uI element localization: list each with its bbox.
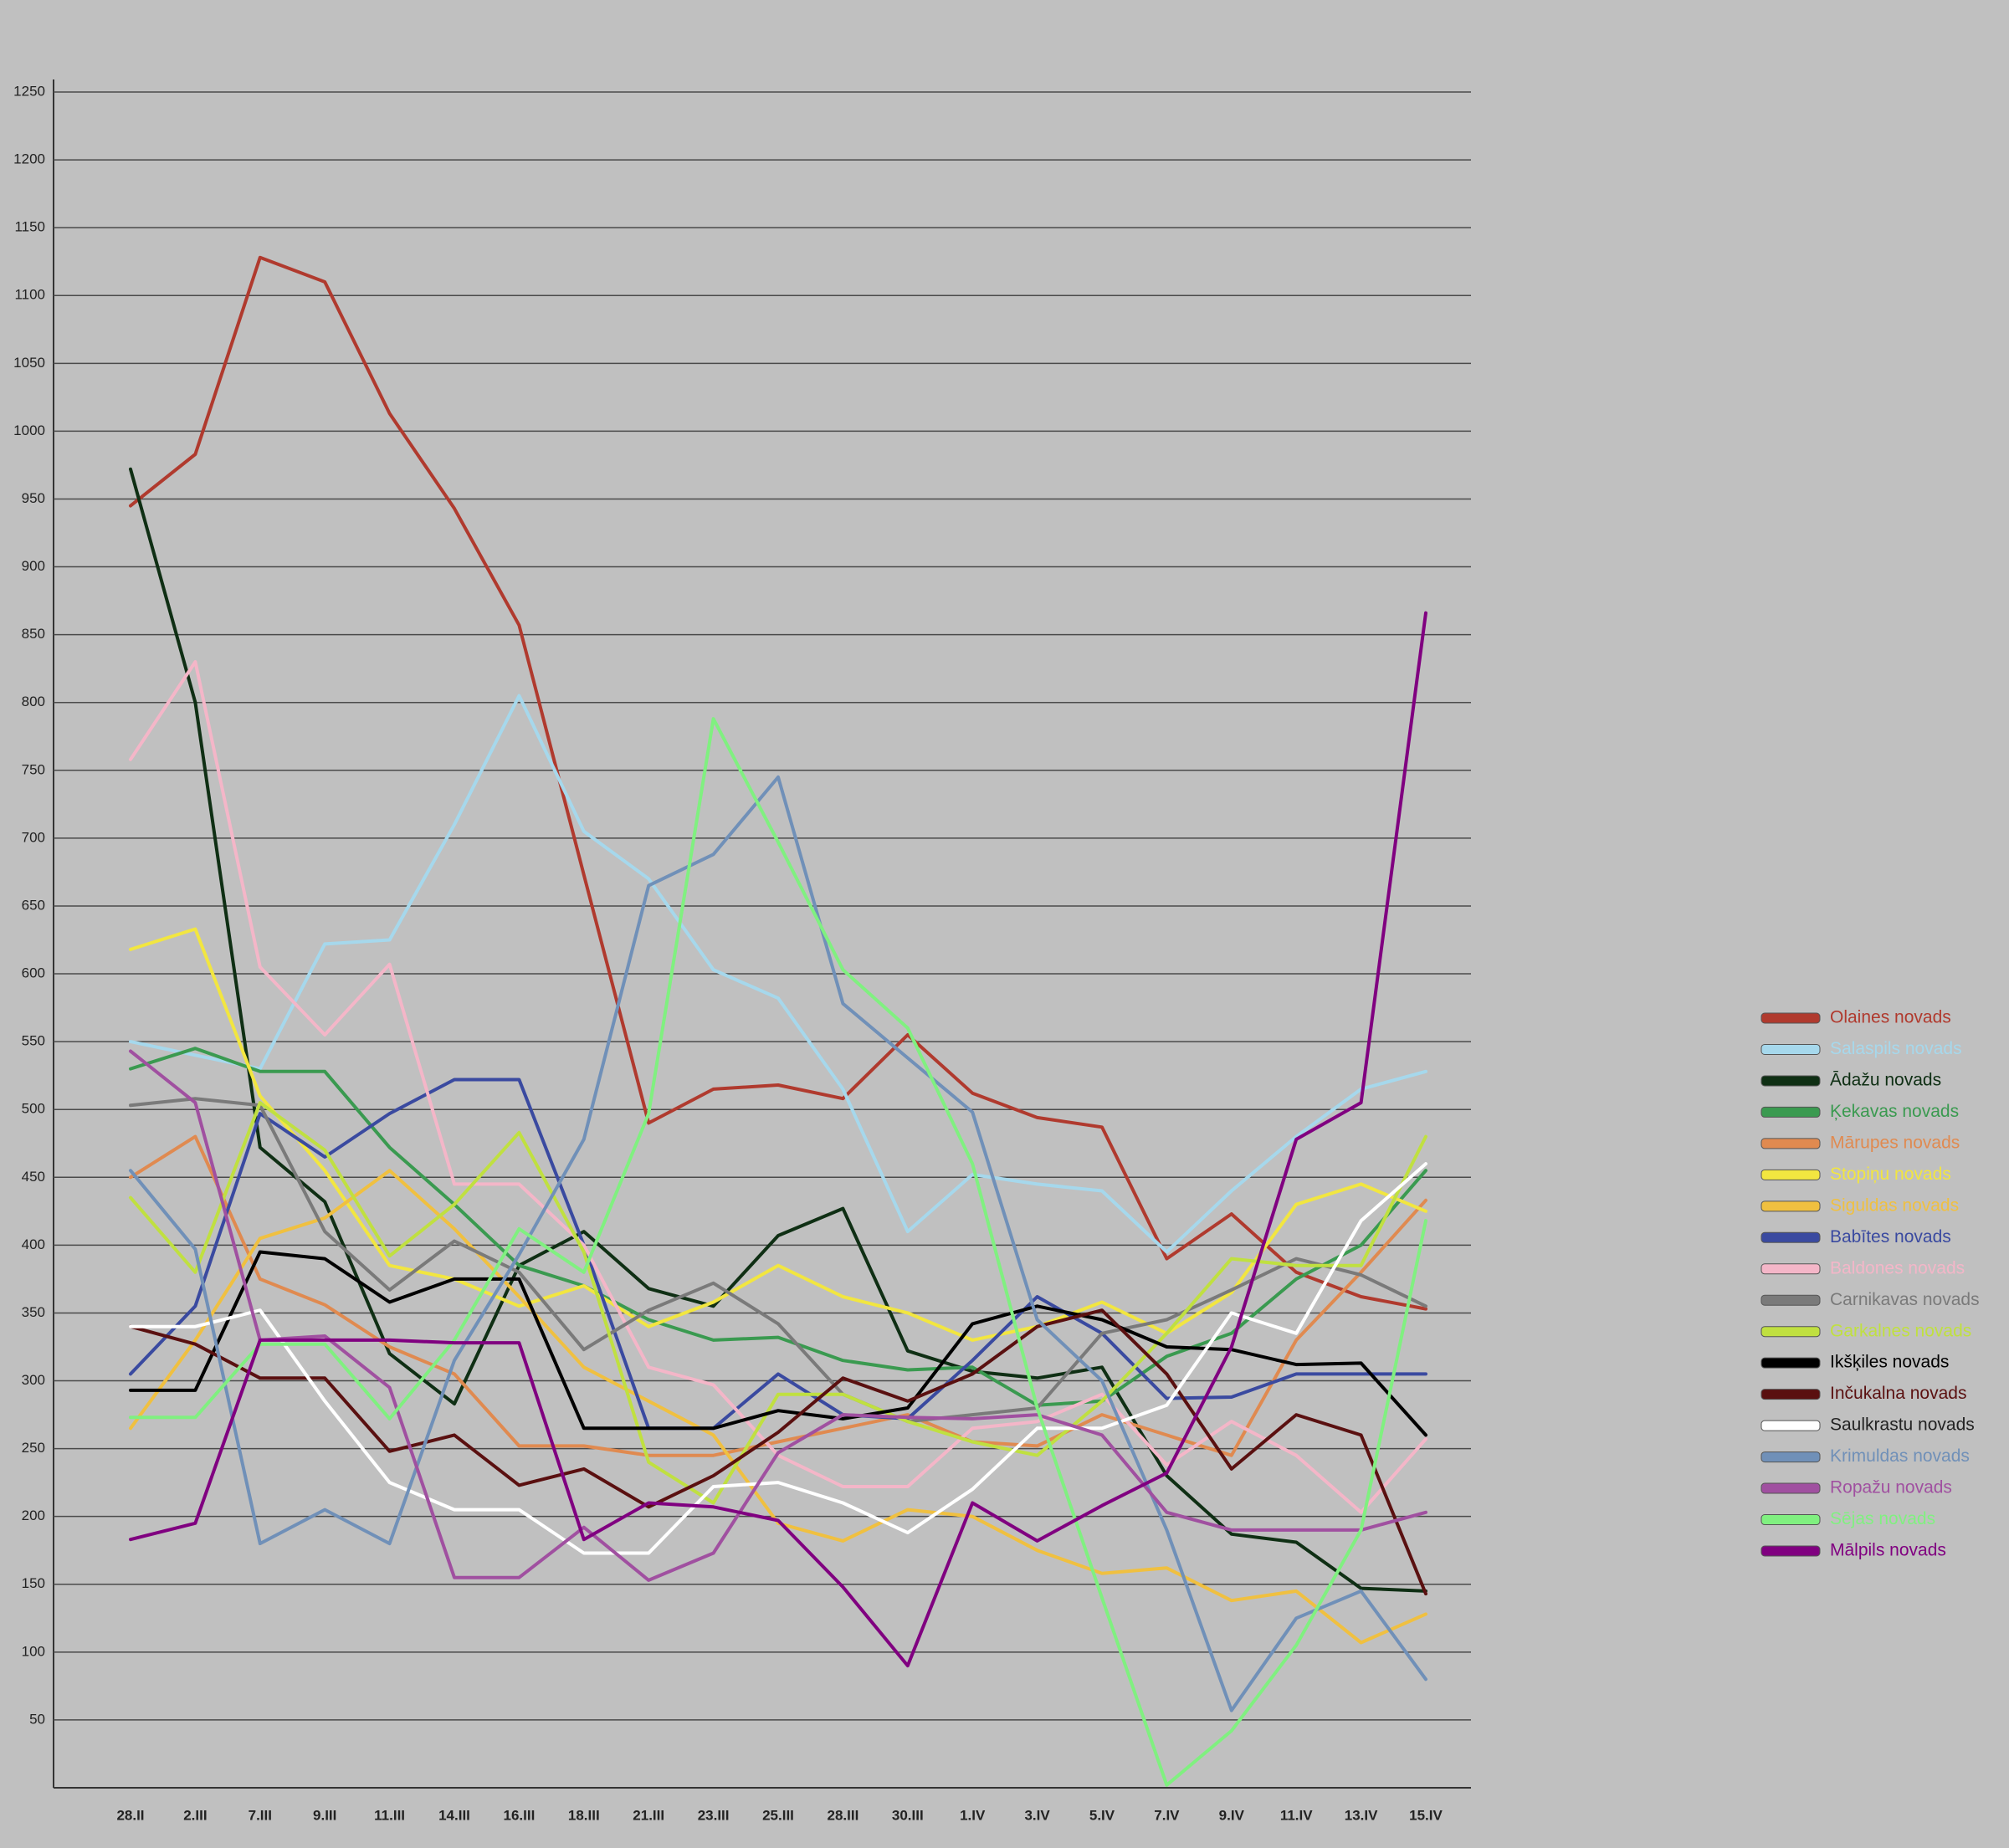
series-line [129, 255, 1427, 1311]
legend-label: Siguldas novads [1830, 1195, 1959, 1215]
y-tick-label: 400 [22, 1236, 45, 1252]
legend-label: Mālpils novads [1830, 1541, 1946, 1560]
legend-swatch [1760, 1106, 1821, 1118]
x-tick-label: 28.II [116, 1807, 144, 1823]
legend-label: Olaines novads [1830, 1008, 1951, 1027]
y-tick-label: 800 [22, 694, 45, 709]
legend-swatch [1760, 1482, 1821, 1494]
y-tick-label: 1000 [13, 422, 45, 438]
legend-swatch [1760, 1545, 1821, 1557]
legend-swatch [1760, 1357, 1821, 1369]
y-tick-label: 500 [22, 1101, 45, 1117]
legend-swatch [1760, 1294, 1821, 1306]
y-tick-label: 450 [22, 1169, 45, 1185]
legend-label: Saulkrastu novads [1830, 1415, 1975, 1435]
y-tick-label: 300 [22, 1372, 45, 1388]
y-tick-label: 150 [22, 1575, 45, 1591]
legend-swatch [1760, 1389, 1821, 1400]
x-tick-label: 15.IV [1409, 1807, 1443, 1823]
x-tick-label: 11.III [374, 1807, 405, 1823]
y-tick-label: 650 [22, 897, 45, 913]
legend-swatch [1760, 1326, 1821, 1338]
series-line [129, 1097, 1427, 1424]
legend-label: Ikšķiles novads [1830, 1353, 1949, 1372]
legend-label: Ķekavas novads [1830, 1102, 1959, 1121]
y-tick-label: 750 [22, 761, 45, 777]
x-tick-label: 25.III [762, 1807, 794, 1823]
y-tick-label: 50 [29, 1711, 45, 1727]
legend-label: Ropažu novads [1830, 1478, 1952, 1497]
legend-swatch [1760, 1138, 1821, 1149]
x-tick-label: 13.IV [1345, 1807, 1378, 1823]
legend-label: Mārupes novads [1830, 1133, 1960, 1152]
legend-label: Inčukalna novads [1830, 1384, 1966, 1403]
series-line [129, 1250, 1427, 1437]
x-tick-label: 21.III [633, 1807, 664, 1823]
y-tick-label: 1050 [13, 355, 45, 371]
y-tick-label: 900 [22, 558, 45, 574]
y-tick-label: 550 [22, 1033, 45, 1049]
x-tick-label: 7.IV [1154, 1807, 1180, 1823]
series-line [129, 694, 1427, 1254]
x-tick-label: 7.III [249, 1807, 272, 1823]
legend-label: Salaspils novads [1830, 1039, 1962, 1058]
series-line [129, 1134, 1427, 1457]
series-line [129, 1169, 1427, 1645]
y-tick-label: 950 [22, 490, 45, 506]
x-tick-label: 9.IV [1219, 1807, 1245, 1823]
x-tick-label: 14.III [438, 1807, 470, 1823]
series-line [129, 1308, 1427, 1596]
x-tick-label: 23.III [698, 1807, 730, 1823]
y-tick-label: 1200 [13, 151, 45, 167]
y-tick-label: 1250 [13, 83, 45, 99]
y-tick-label: 850 [22, 626, 45, 642]
legend-swatch [1760, 1012, 1821, 1024]
x-tick-label: 11.IV [1280, 1807, 1313, 1823]
series-line [129, 717, 1427, 1787]
x-tick-label: 3.IV [1024, 1807, 1050, 1823]
legend-label: Carnikavas novads [1830, 1290, 1980, 1309]
series-line [129, 1078, 1427, 1431]
series-line [129, 1049, 1427, 1582]
legend-swatch [1760, 1231, 1821, 1243]
x-tick-label: 28.III [827, 1807, 858, 1823]
legend-swatch [1760, 1263, 1821, 1275]
legend-label: Sējas novads [1830, 1509, 1935, 1528]
y-tick-label: 1100 [14, 287, 45, 303]
x-tick-label: 16.III [503, 1807, 535, 1823]
legend-label: Ādažu novads [1830, 1070, 1941, 1089]
x-tick-label: 9.III [313, 1807, 336, 1823]
legend-swatch [1760, 1075, 1821, 1087]
legend-swatch [1760, 1200, 1821, 1212]
y-tick-label: 250 [22, 1440, 45, 1456]
x-tick-label: 2.III [183, 1807, 207, 1823]
y-tick-label: 200 [22, 1508, 45, 1523]
y-tick-label: 600 [22, 965, 45, 981]
legend-label: Stopiņu novads [1830, 1165, 1951, 1184]
series-line [129, 611, 1427, 1668]
legend-swatch [1760, 1420, 1821, 1431]
legend-swatch [1760, 1043, 1821, 1055]
series-line [129, 1101, 1427, 1505]
x-tick-label: 18.III [568, 1807, 600, 1823]
legend-label: Babītes novads [1830, 1227, 1951, 1247]
legend-swatch [1760, 1451, 1821, 1463]
y-tick-label: 700 [22, 829, 45, 845]
x-tick-label: 5.IV [1089, 1807, 1115, 1823]
series-line [129, 775, 1427, 1712]
y-tick-label: 1150 [14, 219, 45, 235]
y-tick-label: 100 [22, 1643, 45, 1659]
x-tick-label: 30.III [892, 1807, 924, 1823]
x-tick-label: 1.IV [960, 1807, 986, 1823]
legend-swatch [1760, 1169, 1821, 1180]
y-tick-label: 350 [22, 1304, 45, 1320]
legend-swatch [1760, 1514, 1821, 1526]
legend-label: Baldones novads [1830, 1258, 1965, 1277]
legend-label: Krimuldas novads [1830, 1446, 1970, 1466]
legend-label: Garkalnes novads [1830, 1321, 1971, 1340]
series-line [129, 1162, 1427, 1555]
